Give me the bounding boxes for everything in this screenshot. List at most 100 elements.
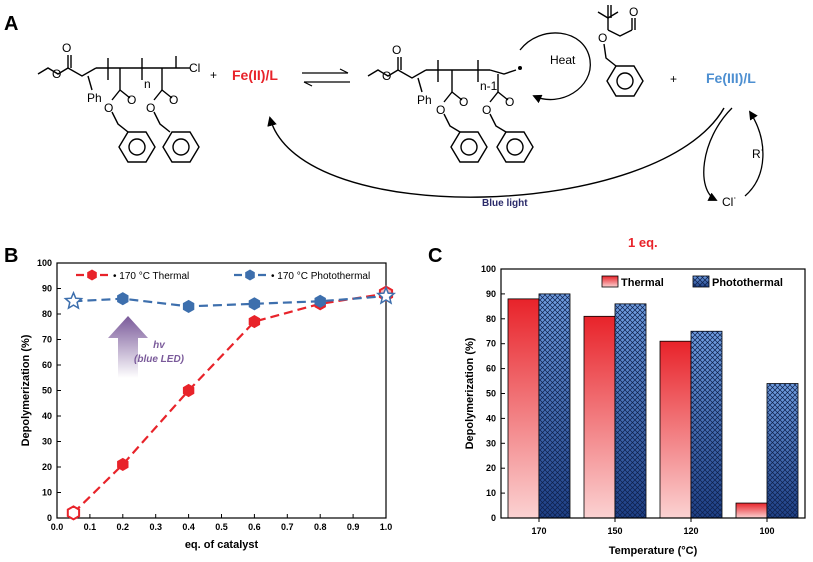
svg-text:O: O xyxy=(52,67,61,81)
plus-sign-2: + xyxy=(670,72,677,86)
plus-sign-1: + xyxy=(210,68,217,82)
y-tick-label: 60 xyxy=(486,364,496,374)
y-tick-label: 0 xyxy=(47,513,52,523)
svg-text:O: O xyxy=(459,95,468,109)
y-tick-label: 0 xyxy=(491,513,496,523)
svg-text:O: O xyxy=(127,93,136,107)
x-axis-label: eq. of catalyst xyxy=(185,539,259,551)
bar-thermal xyxy=(507,298,540,519)
hv-arrow xyxy=(108,316,148,378)
y-tick-label: 40 xyxy=(486,413,496,423)
bar-hatch xyxy=(691,331,722,518)
y-tick-label: 10 xyxy=(42,488,52,498)
data-point-thermal xyxy=(182,383,195,398)
legend-swatch-thermal xyxy=(601,275,619,288)
y-tick-label: 100 xyxy=(481,264,496,274)
svg-text:O: O xyxy=(629,5,638,19)
x-tick-label: 0.1 xyxy=(84,522,97,532)
y-tick-label: 20 xyxy=(42,462,52,472)
x-tick-label: 0.8 xyxy=(314,522,327,532)
x-tick-label: 170 xyxy=(531,526,546,536)
y-tick-label: 90 xyxy=(486,289,496,299)
data-point-thermal xyxy=(117,457,129,471)
legend-label: • 170 °C Thermal xyxy=(113,271,189,282)
data-point-photothermal xyxy=(314,294,326,308)
panel-a: A O O Ph n Cl O O xyxy=(4,5,765,209)
y-tick-label: 50 xyxy=(42,386,52,396)
hv-label: hv xyxy=(153,340,166,351)
product-n-minus-1-label: n-1 xyxy=(480,79,498,93)
svg-text:O: O xyxy=(382,69,391,83)
heat-label: Heat xyxy=(550,53,576,67)
fe3-catalyst-label: Fe(III)/L xyxy=(706,70,756,86)
reactant-cl-label: Cl xyxy=(189,61,200,75)
legend-label: • 170 °C Photothermal xyxy=(271,271,370,282)
panel-a-letter: A xyxy=(4,13,18,35)
y-axis-label: Depolymerization (%) xyxy=(20,334,32,446)
chloride-label: Cl˙ xyxy=(722,195,737,209)
svg-text:O: O xyxy=(146,101,155,115)
legend-swatch-hatch xyxy=(693,276,709,287)
svg-text:O: O xyxy=(62,41,71,55)
hv-sublabel: (blue LED) xyxy=(134,354,185,365)
y-tick-label: 80 xyxy=(42,309,52,319)
y-tick-label: 70 xyxy=(42,335,52,345)
plot-frame xyxy=(500,268,806,519)
x-tick-label: 0.9 xyxy=(347,522,360,532)
panel-c-annotation: 1 eq. xyxy=(628,235,658,250)
x-tick-label: 1.0 xyxy=(380,522,393,532)
radical-label: R˙ xyxy=(752,147,765,161)
bar-hatch xyxy=(539,293,570,518)
x-tick-label: 150 xyxy=(607,526,622,536)
y-tick-label: 90 xyxy=(42,284,52,294)
x-tick-label: 0.0 xyxy=(51,522,64,532)
y-axis-label: Depolymerization (%) xyxy=(464,337,476,449)
equilibrium-arrows xyxy=(302,68,350,87)
blue-light-cycle-arrow: Blue light xyxy=(267,107,725,209)
data-point-photothermal xyxy=(248,297,261,311)
x-tick-label: 0.4 xyxy=(182,522,195,532)
x-tick-label: 0.6 xyxy=(248,522,261,532)
fe2-catalyst-label: Fe(II)/L xyxy=(232,67,278,83)
y-tick-label: 40 xyxy=(42,411,52,421)
bar-hatch xyxy=(615,303,646,518)
svg-text:O: O xyxy=(436,103,445,117)
blue-light-label: Blue light xyxy=(482,198,528,209)
legend-marker xyxy=(245,269,255,281)
y-tick-label: 70 xyxy=(486,339,496,349)
product-ph-label: Ph xyxy=(417,93,432,107)
data-point-photothermal xyxy=(117,292,129,306)
x-tick-label: 100 xyxy=(759,526,774,536)
svg-text:O: O xyxy=(104,101,113,115)
panel-b: B 0 10 20 30 40 50 60 70 80 90 100 0.0 0.1 0.2 0.3 0.4 0… xyxy=(4,245,397,551)
svg-text:O: O xyxy=(392,43,401,57)
y-tick-label: 100 xyxy=(37,258,52,268)
panel-b-letter: B xyxy=(4,245,18,267)
monomer-structure: O O xyxy=(597,5,644,97)
x-tick-label: 0.3 xyxy=(149,522,162,532)
y-tick-label: 60 xyxy=(42,360,52,370)
y-tick-label: 30 xyxy=(42,437,52,447)
y-tick-label: 10 xyxy=(486,488,496,498)
panel-c-letter: C xyxy=(428,245,442,267)
line-chart: 0 10 20 30 40 50 60 70 80 90 100 0.0 0.1 0.2 0.3 0.4 0.5… xyxy=(20,258,397,551)
legend-label-photothermal: Photothermal xyxy=(712,277,783,289)
x-axis-label: Temperature (°C) xyxy=(609,545,698,557)
y-tick-label: 30 xyxy=(486,438,496,448)
reactant-n-label: n xyxy=(144,77,151,91)
data-point-photothermal xyxy=(182,299,195,313)
legend-label-thermal: Thermal xyxy=(621,277,664,289)
x-tick-label: 0.2 xyxy=(117,522,130,532)
data-point-photothermal xyxy=(375,285,397,305)
bar-hatch xyxy=(767,383,798,518)
bar-chart: 0 10 20 30 40 50 60 70 80 90 100 Depolymerization (… xyxy=(464,264,806,557)
x-tick-label: 120 xyxy=(683,526,698,536)
svg-text:O: O xyxy=(505,95,514,109)
reactant-ph-label: Ph xyxy=(87,91,102,105)
panel-c: C 1 eq. 0 10 20 30 40 50 60 70 80 90 100 Depolymeri… xyxy=(428,235,806,557)
bar-thermal xyxy=(659,340,692,519)
heat-arrow: Heat xyxy=(519,32,591,104)
svg-text:O: O xyxy=(169,93,178,107)
legend-marker xyxy=(87,269,97,281)
series-line-photothermal xyxy=(73,295,387,308)
